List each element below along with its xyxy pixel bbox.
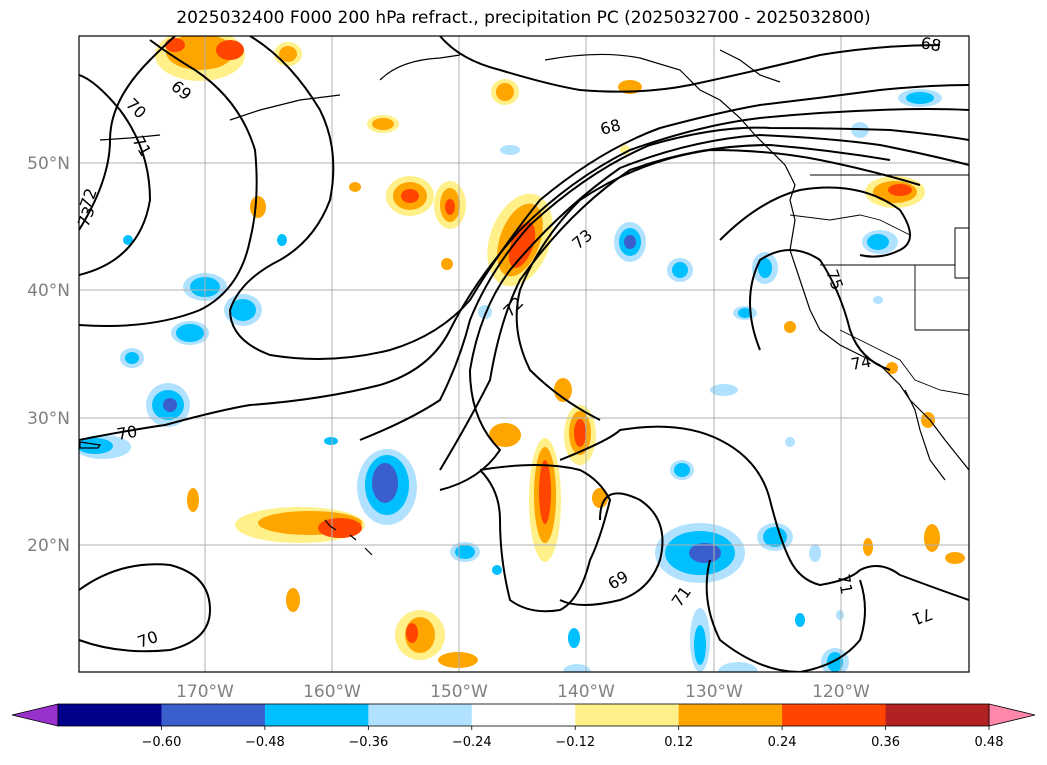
refractivity-contours xyxy=(79,36,969,672)
colorbar-swatch xyxy=(782,704,887,726)
colorbar-tick-label: −0.24 xyxy=(452,735,492,750)
map-frame xyxy=(78,35,970,673)
contour-label: 70 xyxy=(115,422,138,444)
contour-label: 69 xyxy=(167,77,195,105)
lon-label: 170°W xyxy=(176,682,234,702)
negative-precip-anomalies xyxy=(79,89,942,672)
colorbar-swatch xyxy=(885,704,990,726)
contour-label: 71 xyxy=(129,133,156,160)
lon-label: 130°W xyxy=(685,682,743,702)
lat-label: 50°N xyxy=(27,154,70,174)
map-title: 2025032400 F000 200 hPa refract., precip… xyxy=(176,8,871,28)
contour-label: 74 xyxy=(849,352,872,374)
colorbar-tick-label: 0.24 xyxy=(768,735,797,750)
precipitation-fields xyxy=(79,36,965,672)
lon-label: 140°W xyxy=(557,682,615,702)
colorbar-swatch xyxy=(575,704,680,726)
lon-label: 120°W xyxy=(812,682,870,702)
contour-label: 70 xyxy=(135,627,161,652)
colorbar-tick-label: −0.60 xyxy=(142,735,182,750)
colorbar-swatch xyxy=(161,704,266,726)
contour-label: 73 xyxy=(568,225,596,253)
contour-label: 71 xyxy=(910,604,936,629)
contour-label: 68 xyxy=(919,33,942,55)
contour-label: 71 xyxy=(834,572,856,595)
lon-label: 160°W xyxy=(303,682,361,702)
colorbar-extend-high xyxy=(988,703,1036,727)
colorbar-tick-label: 0.12 xyxy=(664,735,693,750)
colorbar-tick-label: 0.48 xyxy=(975,735,1004,750)
contour-label: 72 xyxy=(499,293,527,321)
colorbar-swatch xyxy=(58,704,162,726)
colorbar-swatch xyxy=(471,704,576,726)
colorbar-swatch xyxy=(368,704,473,726)
positive-precip-anomalies xyxy=(155,36,965,668)
lat-label: 30°N xyxy=(27,409,70,429)
longitude-labels: 170°W 160°W 150°W 140°W 130°W 120°W xyxy=(176,682,870,702)
political-borders xyxy=(789,174,969,396)
latitude-labels: 50°N 40°N 30°N 20°N xyxy=(27,154,70,556)
lat-label: 40°N xyxy=(27,281,70,301)
colorbar-extend-low xyxy=(11,703,59,727)
lon-label: 150°W xyxy=(430,682,488,702)
colorbar-tick-label: −0.36 xyxy=(348,735,388,750)
contour-label: 68 xyxy=(598,115,623,139)
colorbar-swatch xyxy=(264,704,369,726)
contour-label: 69 xyxy=(605,567,632,594)
contour-label: 71 xyxy=(668,583,695,611)
colorbar-swatch xyxy=(678,704,783,726)
colorbar-tick-label: 0.36 xyxy=(871,735,900,750)
colorbar: −0.60 −0.48 −0.36 −0.24 −0.12 0.12 0.24 0.36 0.4… xyxy=(11,703,1036,750)
lat-label: 20°N xyxy=(27,536,70,556)
colorbar-tick-label: −0.12 xyxy=(555,735,595,750)
colorbar-frame xyxy=(57,703,990,727)
colorbar-tick-label: −0.48 xyxy=(245,735,285,750)
